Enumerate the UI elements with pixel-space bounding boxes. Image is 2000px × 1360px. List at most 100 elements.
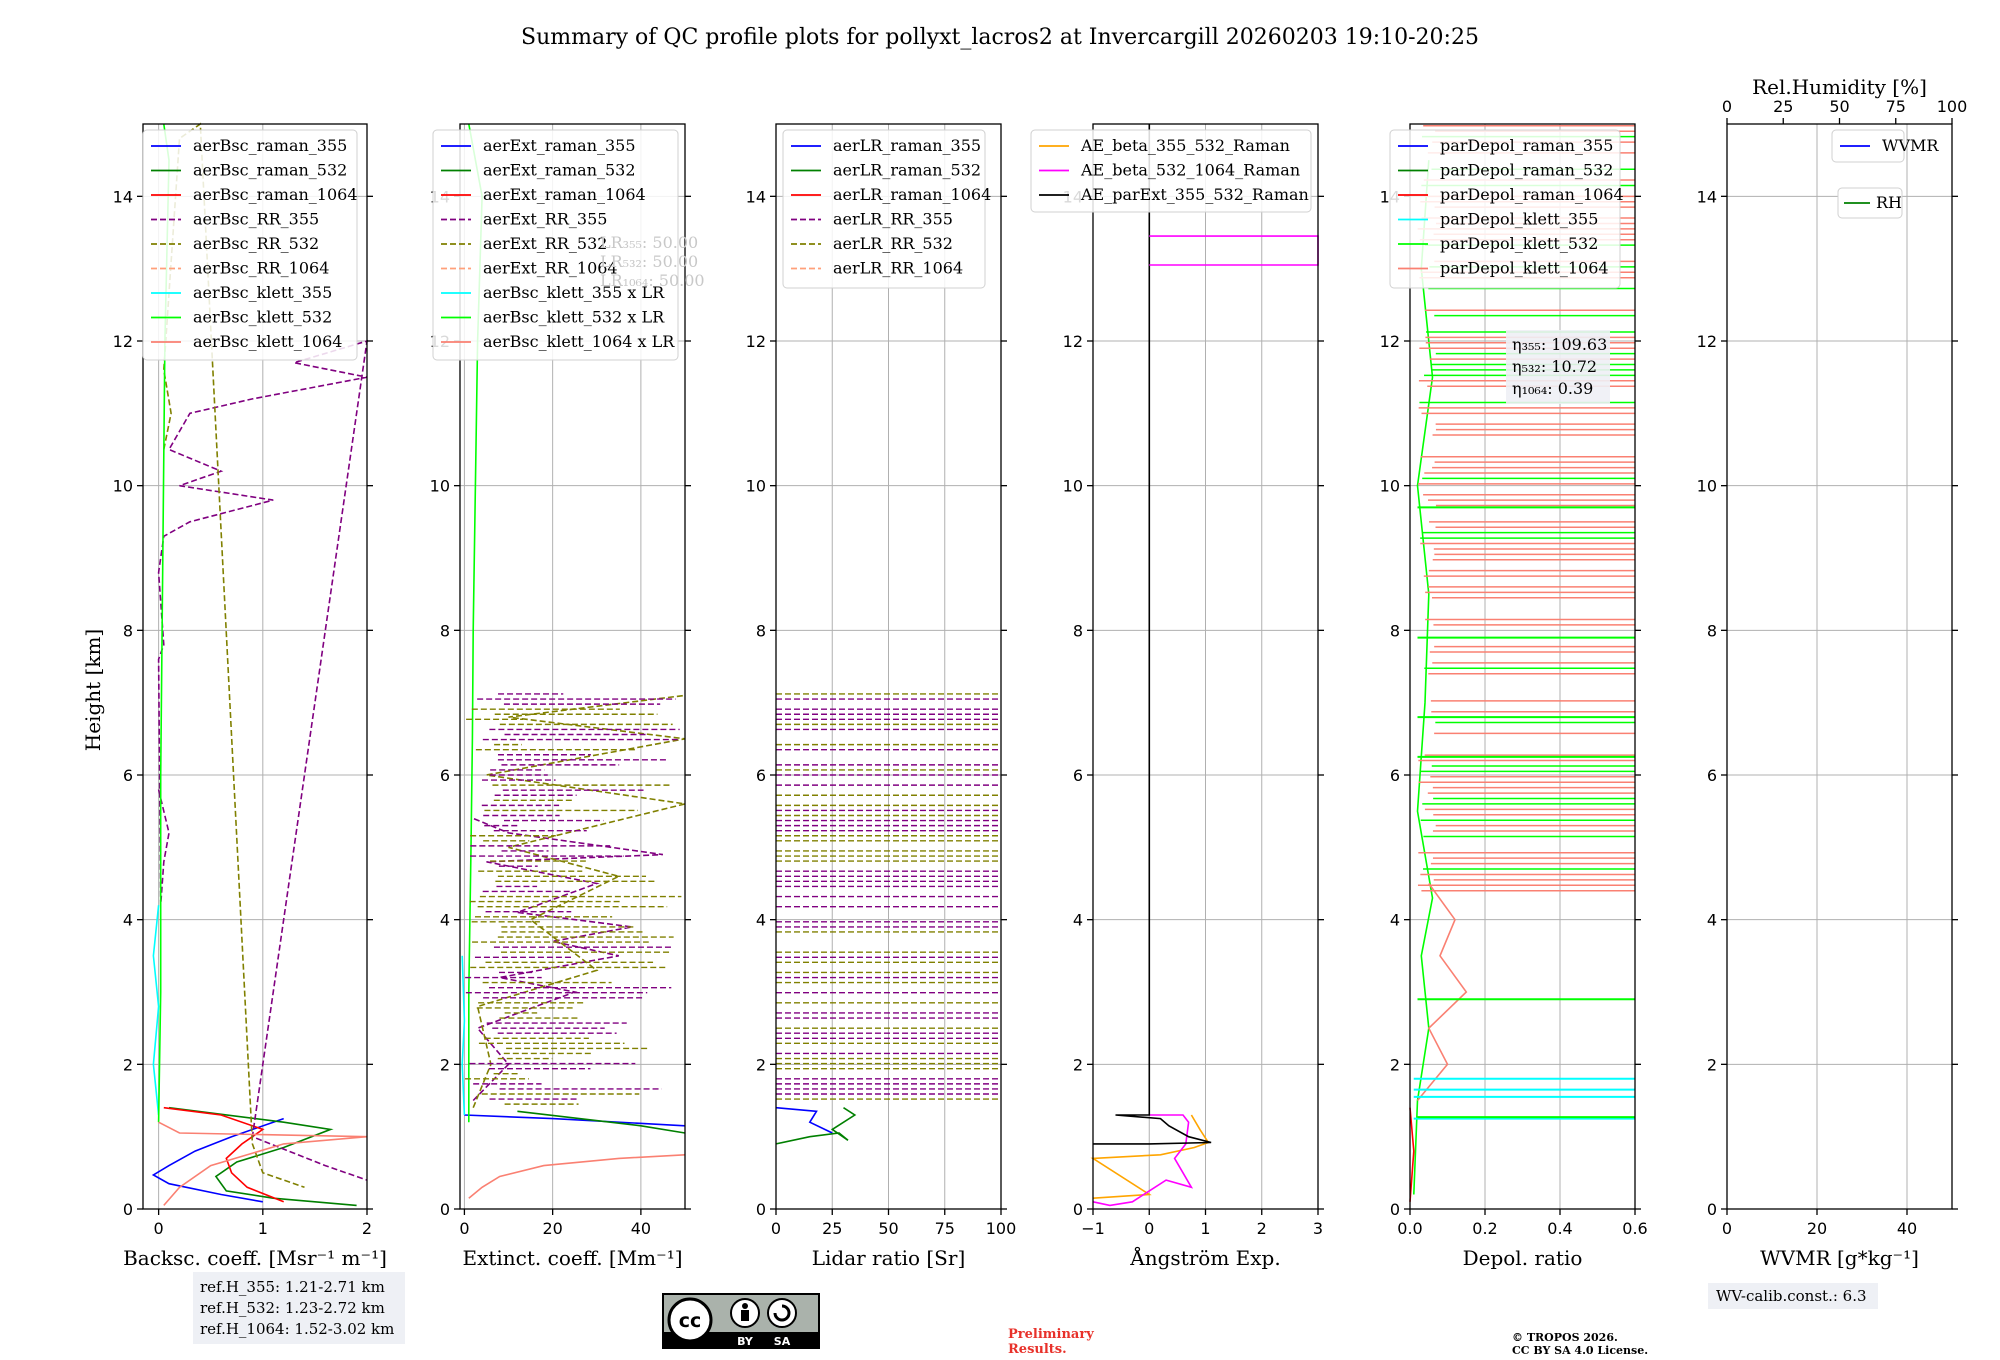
legend-label: AE_beta_532_1064_Raman [1080, 161, 1300, 180]
legend-label: parDepol_raman_355 [1440, 136, 1613, 155]
y-tick-label: 12 [113, 332, 133, 351]
results-label: Results. [1008, 1342, 1067, 1357]
series-parDepol_klett_532 [1413, 160, 1434, 1195]
ref-height-box [193, 1272, 405, 1344]
lr-label: LR₁₀₆₄: 50.00 [600, 271, 705, 290]
legend: aerExt_raman_355 aerExt_raman_532 aerExt_r… [432, 129, 679, 361]
x-tick-label: 0.4 [1547, 1219, 1572, 1238]
legend-label: aerBsc_raman_532 [193, 161, 347, 180]
x-tick-label: 0 [1144, 1219, 1154, 1238]
legend-label: aerBsc_klett_532 [193, 308, 332, 327]
panel-extinction: 0246810121402040Extinct. coeff. [Mm⁻¹]ae… [430, 123, 705, 1270]
legend-label: aerBsc_klett_1064 [193, 332, 342, 351]
wv-calib-box [1708, 1283, 1878, 1309]
top-x-tick-label: 75 [1886, 97, 1906, 116]
y-tick-label: 12 [1697, 332, 1717, 351]
y-tick-label: 10 [430, 477, 450, 496]
x-axis-label: Lidar ratio [Sr] [812, 1246, 966, 1270]
y-tick-label: 2 [440, 1055, 450, 1074]
x-tick-label: 1 [1200, 1219, 1210, 1238]
eta-label: η₁₀₆₄: 0.39 [1512, 379, 1593, 398]
legend-label: aerLR_raman_1064 [833, 185, 991, 204]
legend-label: aerBsc_RR_532 [193, 234, 319, 253]
y-tick-label: 8 [1707, 621, 1717, 640]
panel-wvmr: 0 2 4 6 8 10 12 14 0 20 40 WVMR [g*kg⁻¹] 0 25 50 75 100 R… [1697, 75, 1968, 1270]
y-tick-label: 0 [756, 1200, 766, 1219]
x-tick-label: 2 [1257, 1219, 1267, 1238]
legend-label: aerExt_RR_532 [483, 234, 607, 253]
legend-label: AE_beta_355_532_Raman [1080, 136, 1290, 155]
x-tick-label: 0 [1722, 1219, 1732, 1238]
x-tick-label: 20 [1807, 1219, 1827, 1238]
y-tick-label: 2 [756, 1055, 766, 1074]
legend-label: aerLR_raman_355 [833, 136, 981, 155]
cc-icon-text: cc [679, 1310, 702, 1332]
legend-box [1389, 129, 1621, 289]
license-line: CC BY SA 4.0 License. [1512, 1344, 1648, 1357]
y-tick-label: 0 [123, 1200, 133, 1219]
legend: aerBsc_raman_355 aerBsc_raman_532 aerBsc_r… [142, 129, 358, 361]
x-tick-label: 50 [878, 1219, 898, 1238]
legend-label: aerBsc_RR_355 [193, 210, 319, 229]
legend-box [1030, 129, 1312, 213]
x-tick-label: 0.2 [1472, 1219, 1497, 1238]
sa-label: SA [774, 1335, 791, 1348]
x-tick-label: 25 [822, 1219, 842, 1238]
cc-icon [667, 1297, 713, 1343]
lr-label: LR₅₃₂: 50.00 [600, 252, 698, 271]
series-aerBsc_klett_1064 x LR [468, 1154, 686, 1199]
x-tick-label: 3 [1313, 1219, 1323, 1238]
cc-license-badge: cc BY SA [662, 1293, 820, 1349]
x-tick-label: 1 [258, 1219, 268, 1238]
series-aerBsc_raman_1064 [163, 1106, 284, 1203]
ref-height-1064: ref.H_1064: 1.52-3.02 km [200, 1320, 394, 1338]
y-tick-label: 2 [1390, 1055, 1400, 1074]
top-x-tick-label: 100 [1937, 97, 1968, 116]
series-aerLR_raman_355 [775, 1106, 833, 1134]
series-aerBsc_raman_355 [151, 1117, 284, 1203]
x-tick-label: 20 [542, 1219, 562, 1238]
legend-label: parDepol_raman_1064 [1440, 185, 1624, 204]
legend-label: aerBsc_klett_355 [193, 283, 332, 302]
y-tick-label: 14 [113, 187, 133, 206]
series-parDepol_raman_1064 [1409, 1107, 1415, 1202]
legend-label: aerBsc_klett_355 x LR [483, 283, 665, 302]
sa-share-icon [767, 1298, 797, 1328]
legend: aerLR_raman_355 aerLR_raman_532 aerLR_rama… [782, 129, 991, 289]
legend-label: AE_parExt_355_532_Raman [1080, 185, 1309, 204]
series-AE_beta_532_1064_Raman [1092, 1114, 1194, 1207]
x-tick-label: 40 [631, 1219, 651, 1238]
y-tick-label: 4 [1390, 911, 1400, 930]
x-tick-label: 100 [986, 1219, 1017, 1238]
legend-label: parDepol_klett_355 [1440, 210, 1598, 229]
eta-box [1506, 330, 1610, 404]
x-tick-label: 0 [459, 1219, 469, 1238]
x-axis-label: WVMR [g*kg⁻¹] [1760, 1246, 1919, 1270]
y-tick-label: 8 [756, 621, 766, 640]
legend-label: aerExt_RR_355 [483, 210, 607, 229]
ref-height-532: ref.H_532: 1.23-2.72 km [200, 1299, 385, 1317]
y-tick-label: 2 [1073, 1055, 1083, 1074]
y-tick-label: 0 [1073, 1200, 1083, 1219]
y-tick-label: 10 [1380, 477, 1400, 496]
series-AE_beta_532_1064_Raman_cloud [1149, 235, 1319, 266]
copyright-line: © TROPOS 2026. [1512, 1331, 1618, 1344]
legend-box [782, 129, 986, 289]
legend-box [142, 129, 358, 361]
series-AE_beta_355_532_Raman [1090, 1114, 1210, 1199]
y-tick-label: 6 [1707, 766, 1717, 785]
legend-label: aerExt_raman_1064 [483, 185, 646, 204]
y-tick-label: 12 [746, 332, 766, 351]
legend-label: aerLR_RR_1064 [833, 259, 963, 278]
x-axis-label: Depol. ratio [1463, 1246, 1583, 1270]
y-tick-label: 6 [756, 766, 766, 785]
x-tick-label: 0 [154, 1219, 164, 1238]
legend-label: aerBsc_raman_1064 [193, 185, 358, 204]
y-tick-label: 0 [1707, 1200, 1717, 1219]
y-tick-label: 0 [1390, 1200, 1400, 1219]
panel-lidar_ratio: 0 2 4 6 8 10 12 14 0 25 50 75 100 Lidar ratio [Sr] aer… [746, 123, 1017, 1270]
y-tick-label: 8 [1073, 621, 1083, 640]
lr-label: LR₃₅₅: 50.00 [600, 233, 698, 252]
x-tick-label: 0 [771, 1219, 781, 1238]
